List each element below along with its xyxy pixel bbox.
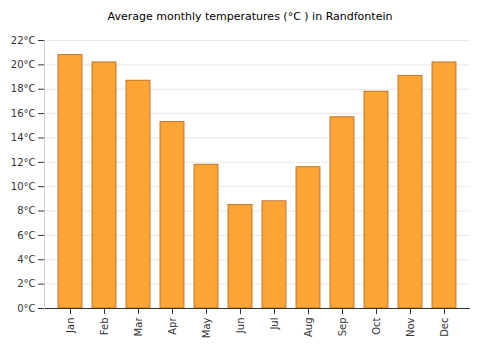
svg-text:18°C: 18°C [11,83,36,94]
svg-text:10°C: 10°C [11,181,36,192]
svg-text:Nov: Nov [405,317,416,337]
svg-text:8°C: 8°C [17,205,35,216]
svg-text:12°C: 12°C [11,157,36,168]
svg-text:Dec: Dec [439,318,450,337]
svg-text:Feb: Feb [99,318,110,336]
svg-text:Apr: Apr [167,317,178,335]
svg-text:Aug: Aug [303,318,314,338]
svg-text:May: May [201,317,212,338]
svg-text:Sep: Sep [337,318,348,337]
svg-text:20°C: 20°C [11,59,36,70]
svg-text:4°C: 4°C [17,254,35,265]
svg-text:2°C: 2°C [17,278,35,289]
svg-text:Jul: Jul [269,318,280,331]
svg-text:Mar: Mar [133,317,144,337]
html-text:Average monthly temperatures (: Average monthly temperatures (°C ) in Ra… [107,10,393,23]
svg-text:Jan: Jan [65,318,76,334]
svg-text:14°C: 14°C [11,132,36,143]
svg-text:Oct: Oct [371,317,382,334]
svg-text:6°C: 6°C [17,230,35,241]
svg-text:0°C: 0°C [17,303,35,314]
svg-text:22°C: 22°C [11,35,36,46]
svg-text:Jun: Jun [235,318,246,335]
svg-text:16°C: 16°C [11,108,36,119]
